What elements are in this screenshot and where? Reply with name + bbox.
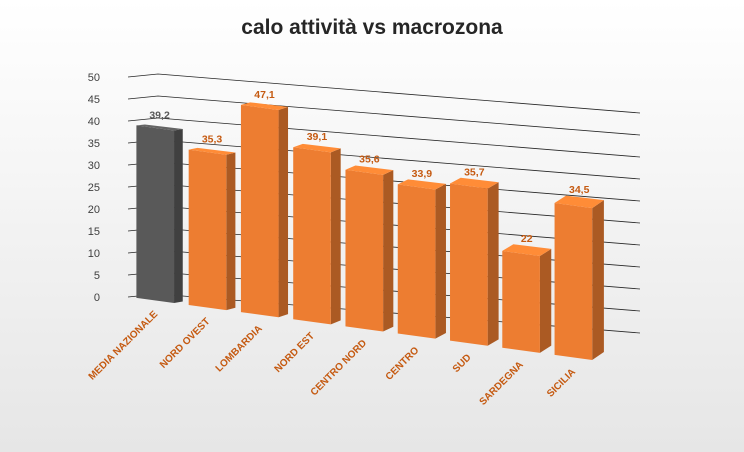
bar-side [435, 183, 446, 339]
gridline [127, 73, 641, 114]
x-tick-label: LOMBARDIA [214, 323, 265, 374]
gridline [127, 95, 641, 136]
y-tick-label: 35 [88, 138, 100, 150]
bar [554, 195, 604, 360]
bar [502, 244, 552, 353]
bar-front [240, 104, 279, 318]
bars [136, 102, 604, 360]
x-tick-label: NORD EST [273, 331, 317, 375]
bar-front [293, 147, 331, 325]
gridline [127, 117, 641, 158]
bar [293, 143, 341, 325]
bar-top [450, 177, 499, 189]
x-tick-label: SUD [451, 352, 474, 375]
bar-side [174, 128, 183, 304]
bar-top [502, 244, 552, 257]
bar-side [383, 170, 394, 332]
y-tick-label: 50 [88, 72, 100, 84]
bar-side [278, 106, 289, 318]
bar-side [330, 148, 341, 325]
bar-front [345, 169, 384, 332]
bar-front [397, 184, 436, 339]
data-label: 47,1 [254, 89, 275, 101]
x-tick-label: CENTRO [384, 345, 422, 383]
data-label: 39,2 [149, 109, 170, 121]
bar-side [539, 248, 552, 353]
bar-side [226, 152, 236, 311]
bar-top [240, 102, 289, 111]
bar [450, 177, 499, 346]
x-tick-label: MEDIA NAZIONALE [87, 309, 161, 383]
bar-top [136, 124, 183, 131]
x-tick-label: NORD OVEST [158, 316, 213, 371]
bar-top [293, 143, 341, 153]
data-label: 22 [521, 233, 533, 245]
y-tick-label: 40 [88, 116, 100, 128]
bar-top [397, 179, 446, 190]
bar [397, 179, 446, 339]
y-tick-label: 25 [88, 182, 100, 194]
bar-side [487, 182, 499, 346]
y-tick-label: 45 [88, 94, 100, 106]
bar [136, 124, 183, 304]
bar-front [450, 183, 488, 346]
y-axis-ticks: 0 5 10 15 20 25 30 35 40 45 50 [88, 72, 100, 304]
bar-front [502, 250, 540, 353]
x-tick-label: SARDEGNA [478, 360, 526, 408]
y-tick-label: 0 [94, 292, 100, 304]
data-label: 39,1 [307, 131, 328, 143]
bar-top [345, 165, 394, 175]
y-tick-label: 30 [88, 160, 100, 172]
data-label: 33,9 [412, 168, 433, 180]
data-label: 35,6 [359, 154, 380, 166]
data-labels: 39,2 35,3 47,1 39,1 35,6 33,9 35,7 22 34,5 [149, 89, 589, 245]
bar [345, 165, 394, 332]
bar [188, 147, 236, 311]
bar-side [592, 200, 604, 360]
y-tick-label: 15 [88, 226, 100, 238]
x-tick-label: SICILIA [545, 367, 578, 400]
x-tick-label: CENTRO NORD [309, 338, 369, 398]
data-label: 34,5 [569, 184, 590, 196]
bar [240, 102, 289, 318]
bar-front [188, 149, 227, 311]
y-tick-label: 20 [88, 204, 100, 216]
bar-top [554, 195, 604, 209]
y-tick-label: 10 [88, 248, 100, 260]
bar-front [136, 125, 175, 304]
bar-front [554, 203, 593, 360]
y-tick-label: 5 [94, 270, 100, 282]
data-label: 35,3 [202, 134, 223, 146]
data-label: 35,7 [464, 166, 485, 178]
bar-top [188, 147, 236, 155]
chart-title: calo attività vs macrozona [241, 16, 503, 39]
